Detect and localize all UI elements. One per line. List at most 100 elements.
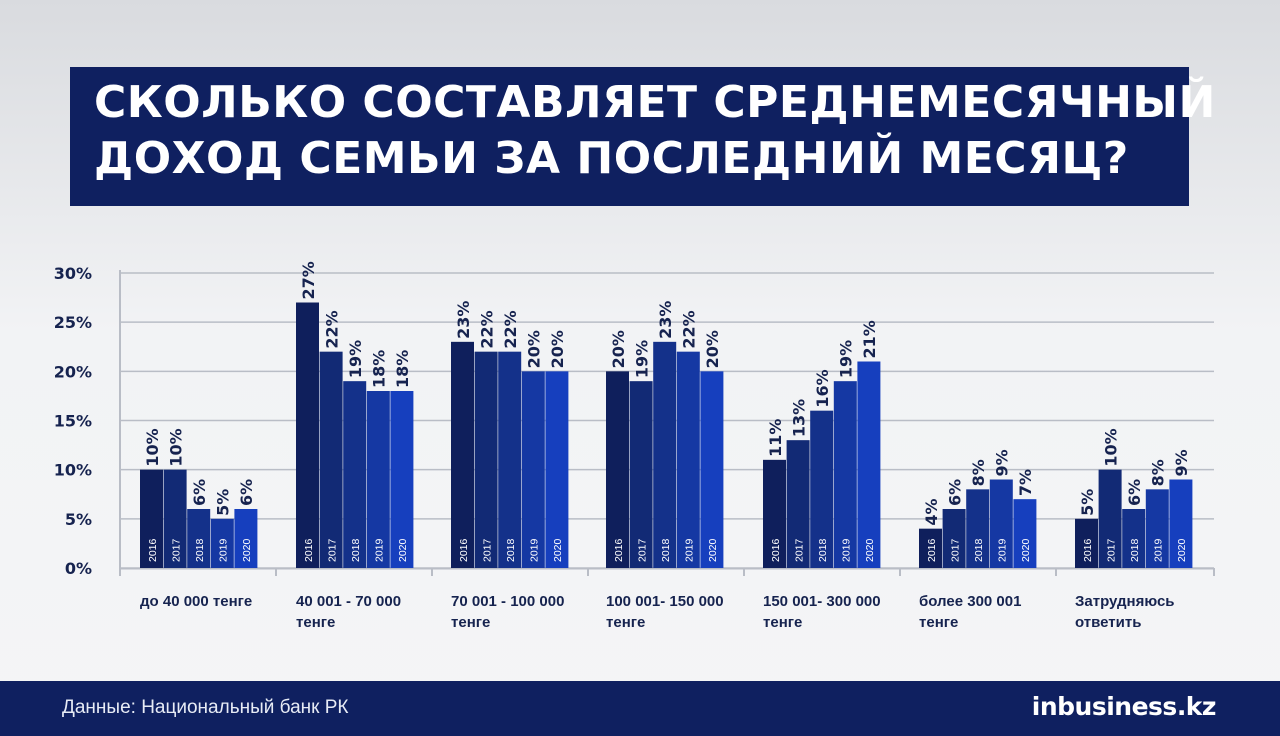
bar: [140, 469, 163, 568]
bar-year-label: 2019: [841, 538, 853, 562]
y-tick-label: 10%: [54, 461, 92, 480]
data-source: Данные: Национальный банк РК: [62, 697, 349, 718]
bar: [451, 341, 474, 568]
category-label: 40 001 - 70 000: [296, 593, 401, 610]
bar-value-label: 6%: [1125, 479, 1144, 506]
bar: [606, 371, 629, 568]
category-label: тенге: [606, 614, 645, 631]
bar-year-label: 2020: [707, 538, 719, 562]
bar: [474, 351, 498, 568]
bar-value-label: 20%: [525, 330, 544, 368]
bar: [676, 351, 700, 568]
bar-value-label: 10%: [166, 428, 185, 466]
bar: [498, 351, 522, 568]
bar: [653, 341, 677, 568]
bar-year-label: 2017: [481, 538, 493, 562]
bar-year-label: 2019: [529, 538, 541, 562]
bar: [545, 371, 569, 568]
bar-year-label: 2018: [1129, 538, 1141, 562]
bar-value-label: 16%: [813, 369, 832, 407]
bar-year-label: 2017: [1105, 538, 1117, 562]
category-label: тенге: [763, 614, 802, 631]
bar-year-label: 2020: [1176, 538, 1188, 562]
bar-year-label: 2018: [817, 538, 829, 562]
bar: [786, 440, 810, 568]
bar-year-label: 2020: [241, 538, 253, 562]
bar-year-label: 2016: [770, 538, 782, 562]
bar-year-label: 2017: [170, 538, 182, 562]
bar: [1098, 469, 1122, 568]
bar: [989, 479, 1013, 568]
bar: [319, 351, 343, 568]
y-tick-label: 30%: [54, 264, 92, 283]
bar-year-label: 2019: [997, 538, 1009, 562]
y-tick-label: 15%: [54, 412, 92, 431]
bar-year-label: 2018: [350, 538, 362, 562]
bar-value-label: 22%: [477, 310, 496, 348]
bar-year-label: 2017: [326, 538, 338, 562]
category-label: тенге: [451, 614, 490, 631]
y-tick-label: 0%: [65, 559, 92, 578]
bar-year-label: 2019: [1153, 538, 1165, 562]
bar-value-label: 27%: [299, 261, 318, 299]
bar: [1075, 518, 1098, 568]
category-label: до 40 000 тенге: [140, 593, 252, 610]
bar: [1013, 499, 1037, 568]
y-tick-label: 25%: [54, 313, 92, 332]
bar-value-label: 4%: [922, 498, 941, 525]
bar-year-label: 2018: [194, 538, 206, 562]
y-tick-label: 20%: [54, 362, 92, 381]
bar-value-label: 22%: [501, 310, 520, 348]
bar-year-label: 2018: [660, 538, 672, 562]
bar-value-label: 22%: [322, 310, 341, 348]
bar: [521, 371, 545, 568]
bar-year-label: 2018: [973, 538, 985, 562]
bar: [210, 518, 234, 568]
bar-year-label: 2017: [949, 538, 961, 562]
bar-value-label: 21%: [860, 320, 879, 358]
bar-year-label: 2018: [505, 538, 517, 562]
logo-in: in: [1031, 692, 1058, 721]
bar-value-label: 6%: [190, 479, 209, 506]
bar: [700, 371, 724, 568]
bar: [343, 381, 367, 568]
bar-year-label: 2019: [374, 538, 386, 562]
title-line-1: СКОЛЬКО СОСТАВЛЯЕТ СРЕДНЕМЕСЯЧНЫЙ: [94, 77, 1216, 128]
logo-rest: business.kz: [1057, 692, 1216, 721]
title-box: СКОЛЬКО СОСТАВЛЯЕТ СРЕДНЕМЕСЯЧНЫЙ ДОХОД …: [70, 67, 1215, 206]
bar: [390, 391, 414, 568]
bar-value-label: 13%: [789, 399, 808, 437]
title-line-2: ДОХОД СЕМЬИ ЗА ПОСЛЕДНИЙ МЕСЯЦ?: [94, 133, 1129, 184]
bar: [966, 489, 990, 568]
bar: [833, 381, 857, 568]
bar-value-label: 19%: [346, 340, 365, 378]
bar-year-label: 2016: [926, 538, 938, 562]
bar-value-label: 20%: [548, 330, 567, 368]
bar: [942, 509, 966, 568]
bar-value-label: 23%: [656, 301, 675, 339]
inbusiness-logo: inbusiness.kz: [1031, 692, 1217, 721]
bar-value-label: 20%: [609, 330, 628, 368]
bar-value-label: 19%: [837, 340, 856, 378]
bar-value-label: 10%: [1101, 428, 1120, 466]
bar-value-label: 8%: [969, 459, 988, 486]
bar-year-label: 2020: [1020, 538, 1032, 562]
bar-year-label: 2017: [793, 538, 805, 562]
bar: [857, 361, 881, 568]
bar-value-label: 5%: [214, 489, 233, 516]
bar-year-label: 2016: [613, 538, 625, 562]
bar-value-label: 23%: [454, 301, 473, 339]
category-label: тенге: [296, 614, 335, 631]
bar-year-label: 2016: [147, 538, 159, 562]
category-label: 70 001 - 100 000: [451, 593, 564, 610]
bar: [234, 509, 258, 568]
bar: [187, 509, 211, 568]
bar-year-label: 2020: [864, 538, 876, 562]
bar-value-label: 19%: [632, 340, 651, 378]
bar-year-label: 2017: [636, 538, 648, 562]
footer: Данные: Национальный банк РК inbusiness.…: [0, 681, 1280, 736]
category-label: тенге: [919, 614, 958, 631]
bar-year-label: 2019: [684, 538, 696, 562]
bar-value-label: 7%: [1016, 469, 1035, 496]
bar: [296, 302, 319, 568]
